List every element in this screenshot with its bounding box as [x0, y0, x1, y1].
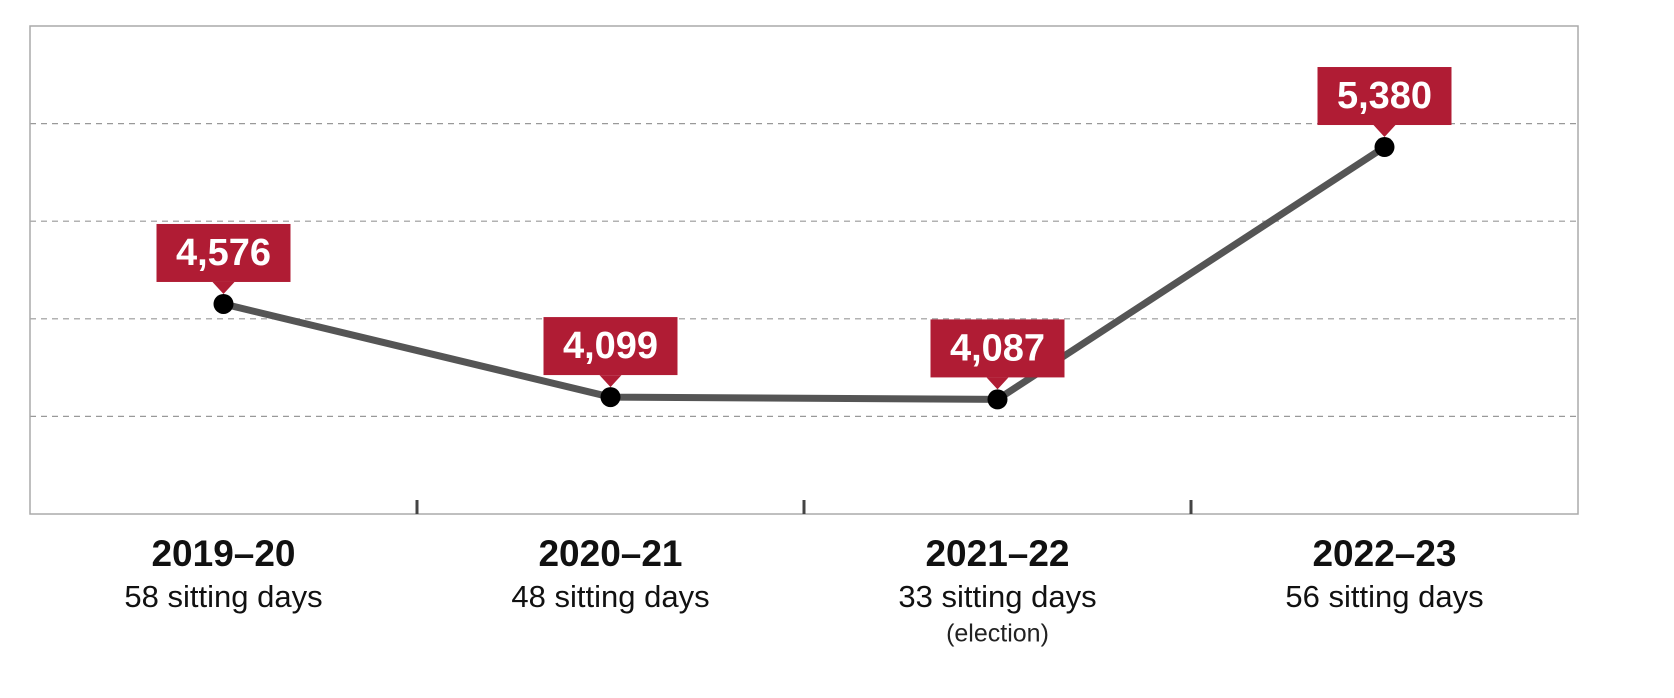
- x-tick-label: 2022–23: [1312, 533, 1456, 574]
- x-tick-sublabel: 56 sitting days: [1285, 579, 1483, 614]
- x-tick-label: 2020–21: [538, 533, 682, 574]
- value-label-box: [1317, 67, 1452, 126]
- x-tick-label: 2019–20: [151, 533, 295, 574]
- value-label: 4,087: [950, 327, 1045, 369]
- point: [1374, 137, 1395, 158]
- value-label-pointer: [212, 281, 235, 294]
- value-label: 4,576: [176, 232, 271, 274]
- value-label: 5,380: [1337, 75, 1432, 117]
- value-label-pointer: [599, 375, 622, 388]
- x-tick-sublabel: 58 sitting days: [124, 579, 322, 614]
- x-tick-sublabel: 33 sitting days: [898, 579, 1096, 614]
- value-label-box: [543, 317, 678, 376]
- value-label-box: [930, 319, 1065, 378]
- x-tick-label: 2021–22: [925, 533, 1069, 574]
- line: [222, 144, 1387, 403]
- value-label-box: [156, 223, 291, 282]
- point: [600, 387, 621, 408]
- value-label-pointer: [986, 377, 1009, 390]
- x-tick-note: (election): [946, 620, 1049, 648]
- point: [213, 293, 234, 314]
- point: [987, 389, 1008, 410]
- value-label: 4,099: [563, 325, 658, 367]
- x-tick-sublabel: 48 sitting days: [511, 579, 709, 614]
- value-label-pointer: [1373, 125, 1396, 138]
